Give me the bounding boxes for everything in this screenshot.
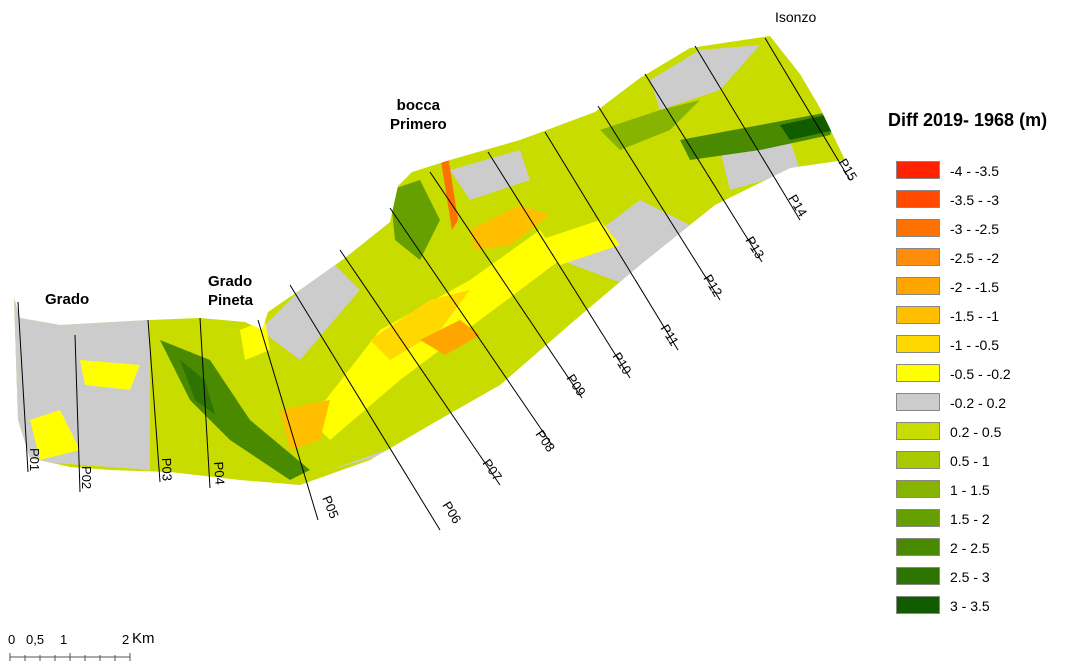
legend-label: -3.5 - -3 <box>950 192 1000 208</box>
profile-label-p06: P06 <box>439 499 464 527</box>
profile-label-p04: P04 <box>211 461 228 485</box>
legend-swatch <box>896 277 940 295</box>
legend-label: 2 - 2.5 <box>950 540 990 556</box>
scale-tick-2: 2 <box>122 632 130 647</box>
legend-label: -2 - -1.5 <box>950 279 1000 295</box>
profile-label-p08: P08 <box>533 427 559 455</box>
legend-title: Diff 2019- 1968 (m) <box>888 110 1048 130</box>
legend-swatch <box>896 393 940 411</box>
place-label-grado: Grado <box>45 291 90 308</box>
place-label-bocca-primero: bocca Primero <box>390 97 447 133</box>
profile-label-p14: P14 <box>785 192 810 220</box>
legend-swatch <box>896 422 940 440</box>
scale-tick-0: 0 <box>8 632 16 647</box>
place-label-grado-pineta: Grado Pineta <box>208 273 254 309</box>
scale-unit: Km <box>132 630 155 647</box>
profile-label-p02: P02 <box>79 466 94 489</box>
legend-label: 0.2 - 0.5 <box>950 424 1002 440</box>
place-label-isonzo: Isonzo <box>775 9 817 25</box>
legend-swatch <box>896 509 940 527</box>
profile-label-p13: P13 <box>742 234 767 262</box>
legend-label: 0.5 - 1 <box>950 453 990 469</box>
legend-label: 3 - 3.5 <box>950 598 990 614</box>
scale-tick-0-5: 0,5 <box>26 632 45 647</box>
scale-bar: 0 0,5 1 2 Km <box>8 630 155 666</box>
legend-swatch <box>896 567 940 585</box>
profile-label-p01: P01 <box>27 448 42 471</box>
profile-label-p03: P03 <box>159 458 175 482</box>
legend-label: 1 - 1.5 <box>950 482 990 498</box>
legend-swatch <box>896 364 940 382</box>
legend-label: -0.2 - 0.2 <box>950 395 1007 411</box>
legend-swatch <box>896 306 940 324</box>
legend-swatch <box>896 451 940 469</box>
profile-label-p10: P10 <box>609 349 634 377</box>
legend-swatch <box>896 335 940 353</box>
profile-label-p05: P05 <box>319 494 342 521</box>
legend-label: -1.5 - -1 <box>950 308 1000 324</box>
legend-label: 2.5 - 3 <box>950 569 990 585</box>
legend-swatch <box>896 190 940 208</box>
profile-label-p11: P11 <box>657 322 681 349</box>
legend-swatch <box>896 538 940 556</box>
legend-label: -2.5 - -2 <box>950 250 1000 266</box>
seabed-difference-surface <box>14 36 845 485</box>
legend-label: -4 - -3.5 <box>950 163 1000 179</box>
legend-label: 1.5 - 2 <box>950 511 990 527</box>
scale-bar-ruler <box>9 653 131 661</box>
legend-label: -0.5 - -0.2 <box>950 366 1011 382</box>
legend-label: -3 - -2.5 <box>950 221 1000 237</box>
legend-swatch <box>896 161 940 179</box>
legend-swatch <box>896 480 940 498</box>
legend-label: -1 - -0.5 <box>950 337 1000 353</box>
legend-swatch <box>896 596 940 614</box>
profile-lines <box>17 37 851 531</box>
scale-tick-1: 1 <box>60 632 68 647</box>
legend-swatch <box>896 248 940 266</box>
legend-swatch <box>896 219 940 237</box>
